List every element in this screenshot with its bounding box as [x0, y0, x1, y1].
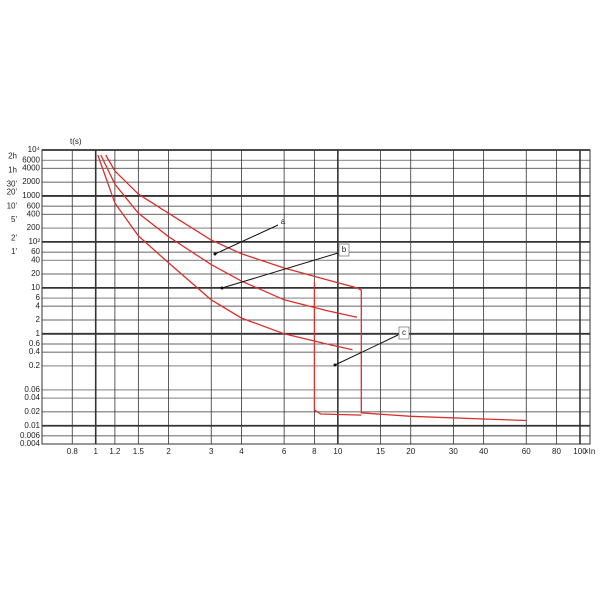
curve: [97, 154, 353, 351]
y-tick-label: 0.4: [29, 347, 41, 356]
x-tick-label: 3: [209, 447, 214, 456]
y-tick-label: 1000: [22, 191, 40, 200]
y-tick-label: 10: [31, 283, 40, 292]
y-tick-label: 0.6: [29, 339, 41, 348]
y-tick-label: 2000: [22, 177, 40, 186]
annotation-leader: [221, 252, 339, 289]
curve: [105, 154, 527, 422]
y-tick-label: 20: [31, 269, 40, 278]
y-tick-label: 0.02: [24, 407, 40, 416]
curve: [100, 154, 358, 318]
y-tick-label: 2: [36, 315, 41, 324]
x-tick-label: 2: [166, 447, 171, 456]
annotation-box: [398, 326, 410, 340]
x-tick-label: 40: [479, 447, 488, 456]
time-tick-label: 30': [7, 179, 18, 188]
y-tick-label: 0.04: [24, 393, 40, 402]
y-tick-label: 10²: [28, 237, 40, 246]
x-tick-label: 80: [552, 447, 561, 456]
y-tick-label: 4000: [22, 163, 40, 172]
y-tick-label: 10⁴: [28, 145, 41, 154]
x-tick-label: 20: [406, 447, 415, 456]
annotation: b: [342, 245, 347, 254]
y-tick-label: 4: [36, 301, 41, 310]
x-tick-label: 6: [282, 447, 287, 456]
y-tick-label: 60: [31, 247, 40, 256]
x-tick-label: 1.2: [109, 447, 121, 456]
y-tick-label: 0.006: [20, 431, 41, 440]
y-axis-label: t(s): [70, 137, 82, 146]
time-tick-label: 20': [7, 187, 18, 196]
annotation: a: [281, 217, 286, 226]
y-tick-label: 6: [36, 293, 41, 302]
y-tick-label: 600: [27, 201, 41, 210]
y-tick-label: 0.01: [24, 421, 40, 430]
x-tick-label: 1.5: [133, 447, 145, 456]
annotation-dot: [213, 252, 217, 256]
time-tick-label: 2': [11, 233, 17, 242]
x-tick-label: 15: [376, 447, 385, 456]
annotation-dot: [333, 363, 337, 367]
annotation-leader: [334, 334, 399, 366]
annotation-box: [338, 243, 350, 257]
y-tick-label: 40: [31, 255, 40, 264]
y-tick-label: 6000: [22, 155, 40, 164]
x-tick-label: 0.8: [67, 447, 79, 456]
x-tick-label: 30: [449, 447, 458, 456]
curve: [313, 281, 362, 416]
x-tick-label: 100: [573, 447, 587, 456]
y-tick-label: 0.004: [20, 439, 41, 448]
time-tick-label: 1h: [8, 165, 17, 174]
annotation-leader: [214, 224, 279, 255]
y-tick-label: 1: [36, 329, 41, 338]
x-tick-label: 4: [239, 447, 244, 456]
time-tick-label: 1': [11, 247, 17, 256]
x-tick-label: 60: [522, 447, 531, 456]
x-tick-label: 8: [312, 447, 317, 456]
time-tick-label: 5': [11, 215, 17, 224]
x-axis-label: ×In: [584, 447, 595, 456]
x-tick-label: 10: [333, 447, 342, 456]
y-tick-label: 0.06: [24, 385, 40, 394]
y-tick-label: 400: [27, 209, 41, 218]
annotation: c: [402, 328, 406, 337]
y-tick-label: 200: [27, 223, 41, 232]
x-tick-label: 1: [93, 447, 98, 456]
annotation-dot: [220, 286, 224, 290]
time-tick-label: 10': [7, 201, 18, 210]
time-tick-label: 2h: [8, 152, 17, 161]
y-tick-label: 0.2: [29, 361, 41, 370]
